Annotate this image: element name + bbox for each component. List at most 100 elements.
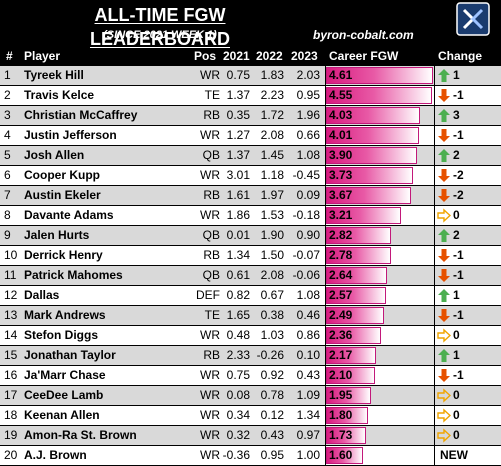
column-divider [325,106,326,125]
column-divider [325,246,326,265]
player-name: Derrick Henry [24,248,103,262]
career-bar [326,127,419,144]
table-row: 6 Cooper Kupp WR 3.01 1.18 -0.45 3.73 -2 [0,166,501,185]
column-divider [325,326,326,345]
career-fgw-value: 4.03 [329,108,353,122]
career-bar [326,287,386,304]
career-fgw-value: 4.55 [329,88,353,102]
column-divider [434,226,435,245]
career-fgw-value: 2.57 [329,288,353,302]
career-bar [326,87,432,104]
column-divider [434,186,435,205]
column-divider [434,246,435,265]
column-divider [325,166,326,185]
fgw-2022-cell: 1.97 [260,188,284,202]
fgw-2022-cell: 0.92 [260,368,284,382]
fgw-2023-cell: 0.09 [296,188,320,202]
fgw-2023-cell: -0.45 [292,168,320,182]
table-row: 3 Christian McCaffrey RB 0.35 1.72 1.96 4.03 3 [0,106,501,125]
arrow-down-icon [438,369,450,382]
player-name: Austin Ekeler [24,188,101,202]
col-2023: 2023 [291,49,318,63]
fgw-2021-cell: 1.37 [226,148,250,162]
column-divider [434,126,435,145]
career-bar [326,147,417,164]
page-subtitle: (SINCE 2021 WEEK 1) [103,29,217,41]
table-row: 1 Tyreek Hill WR 0.75 1.83 2.03 4.61 1 [0,66,501,85]
position-cell: WR [200,208,220,222]
career-fgw-value: 2.10 [329,368,353,382]
fgw-2022-cell: 0.67 [260,288,284,302]
player-name: Stefon Diggs [24,328,98,342]
rank-cell: 4 [4,128,11,142]
column-divider [434,446,435,465]
rank-cell: 17 [4,388,18,402]
career-bar [326,167,413,184]
table-row: 20 A.J. Brown WR -0.36 0.95 1.00 1.60 NEW [0,446,501,465]
arrow-down-icon [438,129,450,142]
change-value: 0 [453,388,460,402]
change-value: 1 [453,288,460,302]
career-fgw-value: 4.01 [329,128,353,142]
fgw-2022-cell: 1.90 [260,228,284,242]
column-divider [325,406,326,425]
arrow-right-icon [437,328,451,343]
fgw-2022-cell: 0.95 [260,448,284,462]
table-row: 8 Davante Adams WR 1.86 1.53 -0.18 3.21 0 [0,206,501,225]
fgw-2023-cell: 0.10 [296,348,320,362]
position-cell: WR [200,428,220,442]
fgw-2023-cell: 0.66 [296,128,320,142]
fgw-2023-cell: 0.95 [296,88,320,102]
column-divider [325,266,326,285]
player-name: Davante Adams [24,208,114,222]
col-pos: Pos [194,49,217,63]
col-change: Change [438,49,483,63]
table-row: 7 Austin Ekeler RB 1.61 1.97 0.09 3.67 -2 [0,186,501,205]
site-link[interactable]: byron-cobalt.com [313,28,414,42]
player-name: Jalen Hurts [24,228,90,242]
table-row: 13 Mark Andrews TE 1.65 0.38 0.46 2.49 -1 [0,306,501,325]
table-row: 17 CeeDee Lamb WR 0.08 0.78 1.09 1.95 0 [0,386,501,405]
player-name: Cooper Kupp [24,168,100,182]
column-divider [434,426,435,445]
career-fgw-value: 2.82 [329,228,353,242]
rank-cell: 20 [4,448,18,462]
change-value: -1 [453,308,464,322]
career-fgw-value: 2.78 [329,248,353,262]
fgw-2022-cell: 0.78 [260,388,284,402]
rank-cell: 8 [4,208,11,222]
player-name: Dallas [24,288,60,302]
change-value: -1 [453,248,464,262]
page-title: ALL-TIME FGW LEADERBOARD [89,5,230,49]
career-bar [326,187,411,204]
position-cell: WR [200,168,220,182]
fgw-2021-cell: 0.32 [226,428,250,442]
rank-cell: 7 [4,188,11,202]
fgw-2022-cell: 1.45 [260,148,284,162]
rank-cell: 9 [4,228,11,242]
position-cell: WR [200,128,220,142]
career-bar [326,207,401,224]
column-divider [434,206,435,225]
player-name: Ja'Marr Chase [24,368,106,382]
arrow-up-icon [438,289,450,302]
arrow-up-icon [438,149,450,162]
column-divider [434,326,435,345]
position-cell: TE [204,308,220,322]
player-name: Josh Allen [24,148,85,162]
change-value: -1 [453,128,464,142]
fgw-2023-cell: 0.97 [296,428,320,442]
column-divider [434,86,435,105]
fgw-2021-cell: 1.86 [226,208,250,222]
rank-cell: 2 [4,88,11,102]
column-divider [434,66,435,85]
fgw-2023-cell: 2.03 [296,68,320,82]
table-row: 2 Travis Kelce TE 1.37 2.23 0.95 4.55 -1 [0,86,501,105]
change-value: 2 [453,148,460,162]
column-divider [325,446,326,465]
table-row: 11 Patrick Mahomes QB 0.61 2.08 -0.06 2.64 -1 [0,266,501,285]
table-row: 10 Derrick Henry RB 1.34 1.50 -0.07 2.78 -1 [0,246,501,265]
col-2022: 2022 [256,49,283,63]
position-cell: QB [202,228,220,242]
rank-cell: 14 [4,328,18,342]
